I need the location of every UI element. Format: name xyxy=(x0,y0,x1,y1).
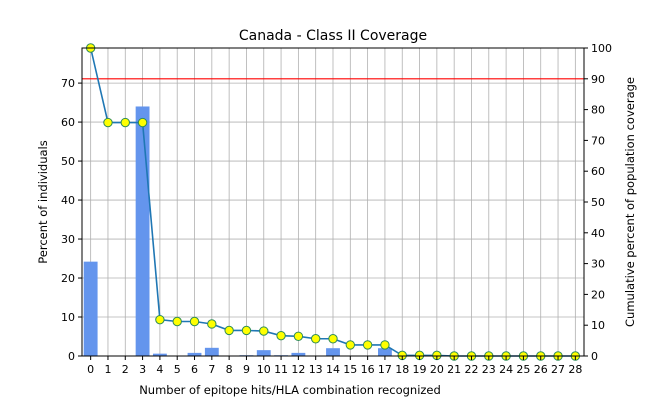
bar xyxy=(83,261,98,356)
cumulative-point xyxy=(207,319,217,329)
x-tick-label: 21 xyxy=(447,363,461,376)
y2-axis-title: Cumulative percent of population coverag… xyxy=(623,77,637,327)
x-tick-label: 9 xyxy=(243,363,250,376)
x-tick-label: 28 xyxy=(568,363,582,376)
x-tick-label: 20 xyxy=(430,363,444,376)
bar xyxy=(378,348,392,356)
cumulative-point xyxy=(137,117,148,128)
x-tick-label: 26 xyxy=(534,363,548,376)
y2-tick-label: 50 xyxy=(591,196,605,209)
y-tick-label: 30 xyxy=(61,233,75,246)
x-tick-label: 18 xyxy=(395,363,409,376)
x-tick-label: 10 xyxy=(257,363,271,376)
x-tick-label: 6 xyxy=(191,363,198,376)
y-tick-label: 40 xyxy=(61,194,75,207)
y2-tick-label: 40 xyxy=(591,227,605,240)
y-tick-label: 70 xyxy=(61,77,75,90)
y2-tick-label: 70 xyxy=(591,134,605,147)
bar xyxy=(187,352,202,356)
y2-tick-label: 0 xyxy=(591,350,598,363)
cumulative-point xyxy=(103,117,113,128)
y-tick-label: 10 xyxy=(61,311,75,324)
y2-tick-label: 60 xyxy=(591,165,605,178)
bar xyxy=(204,347,219,356)
x-tick-label: 14 xyxy=(326,363,340,376)
y2-tick-label: 100 xyxy=(591,42,612,55)
y-tick-label: 50 xyxy=(61,155,75,168)
x-tick-label: 16 xyxy=(361,363,375,376)
bar xyxy=(326,348,340,356)
x-tick-label: 23 xyxy=(482,363,496,376)
x-tick-label: 27 xyxy=(551,363,565,376)
cumulative-point xyxy=(224,325,234,336)
y2-tick-label: 30 xyxy=(591,258,605,271)
x-tick-label: 2 xyxy=(122,363,129,376)
bar xyxy=(152,353,167,356)
chart-title: Canada - Class II Coverage xyxy=(239,28,427,44)
x-tick-label: 5 xyxy=(174,363,181,376)
x-tick-label: 24 xyxy=(499,363,513,376)
y2-tick-label: 10 xyxy=(591,319,605,332)
bar xyxy=(135,106,150,356)
x-axis-title: Number of epitope hits/HLA combination r… xyxy=(139,383,441,397)
x-tick-label: 8 xyxy=(226,363,233,376)
cumulative-point xyxy=(380,340,390,350)
y2-tick-label: 80 xyxy=(591,104,605,117)
y-axis-title: Percent of individuals xyxy=(36,140,50,263)
x-tick-label: 17 xyxy=(378,363,392,376)
cumulative-point xyxy=(241,325,252,336)
x-tick-label: 0 xyxy=(87,363,94,376)
cumulative-point xyxy=(120,117,130,128)
y-tick-label: 0 xyxy=(68,350,75,363)
cumulative-point xyxy=(362,340,373,350)
bar xyxy=(291,352,306,356)
y2-tick-label: 90 xyxy=(591,73,605,86)
cumulative-point xyxy=(293,331,304,341)
cumulative-point xyxy=(172,316,182,327)
x-tick-label: 3 xyxy=(139,363,146,376)
x-tick-label: 1 xyxy=(104,363,111,376)
cumulative-point xyxy=(155,314,165,325)
bar xyxy=(256,350,271,356)
x-tick-label: 7 xyxy=(208,363,215,376)
x-tick-label: 13 xyxy=(309,363,323,376)
cumulative-point xyxy=(259,326,269,336)
x-tick-label: 11 xyxy=(274,363,288,376)
cumulative-point xyxy=(276,330,286,341)
x-tick-label: 25 xyxy=(516,363,530,376)
x-tick-label: 4 xyxy=(156,363,163,376)
x-tick-label: 22 xyxy=(464,363,478,376)
cumulative-point xyxy=(345,340,356,350)
y2-tick-label: 20 xyxy=(591,288,605,301)
cumulative-point xyxy=(189,316,200,327)
y-tick-label: 20 xyxy=(61,272,75,285)
x-tick-label: 19 xyxy=(413,363,427,376)
x-tick-label: 15 xyxy=(343,363,357,376)
cumulative-point xyxy=(310,334,321,344)
y-tick-label: 60 xyxy=(61,116,75,129)
cumulative-point xyxy=(328,334,338,344)
x-tick-label: 12 xyxy=(291,363,305,376)
plot-area: 0 1 2 3 4 5 6 7 8 9 10 11 12 13 14 15 16 17 18 19 20 21 22 23 24… xyxy=(61,42,612,376)
